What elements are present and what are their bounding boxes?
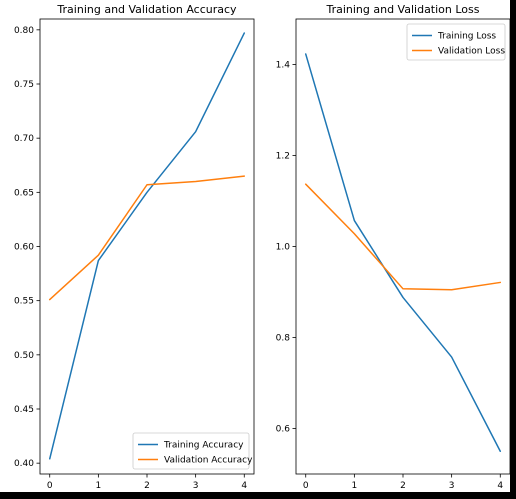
- y-tick-label-0-0: 0.40: [14, 459, 34, 469]
- series-line-1-0: [304, 53, 502, 452]
- x-tick-label-0-0: 0: [47, 481, 53, 491]
- chart-title-0: Training and Validation Accuracy: [56, 3, 237, 16]
- legend-label-1-0: Training Loss: [437, 32, 496, 42]
- x-tick-label-1-2: 2: [400, 481, 406, 491]
- figure: Training and Validation Accuracy 0 1 2 3 4 0.4…: [0, 0, 510, 492]
- y-tick-label-1-2: 1.0: [276, 243, 291, 253]
- x-tick-label-1-4: 4: [497, 481, 503, 491]
- y-tick-label-1-4: 1.4: [276, 61, 291, 71]
- x-tick-label-0-3: 3: [193, 481, 199, 491]
- y-tick-label-0-3: 0.55: [14, 297, 34, 307]
- y-tick-label-0-8: 0.80: [14, 26, 34, 36]
- x-tick-label-0-4: 4: [241, 481, 247, 491]
- legend-0: Training Accuracy Validation Accuracy: [132, 432, 253, 470]
- y-tick-label-0-1: 0.45: [14, 405, 34, 415]
- x-tick-label-1-3: 3: [449, 481, 455, 491]
- y-tick-label-0-4: 0.60: [14, 243, 34, 253]
- legend-label-0-1: Validation Accuracy: [164, 456, 253, 466]
- legend-box-0: [132, 432, 250, 470]
- y-tick-label-0-6: 0.70: [14, 134, 34, 144]
- y-tick-label-1-0: 0.6: [276, 425, 291, 435]
- y-tick-label-1-1: 0.8: [276, 334, 291, 344]
- subplot-1: Training and Validation Loss 0 1 2 3 4 0.6 0.8 1…: [276, 3, 510, 491]
- legend-1: Training Loss Validation Loss: [406, 23, 506, 61]
- series-line-1-1: [304, 183, 502, 291]
- y-tick-label-0-7: 0.75: [14, 80, 34, 90]
- x-tick-label-1-0: 0: [303, 481, 309, 491]
- legend-label-0-0: Training Accuracy: [163, 441, 244, 451]
- y-tick-label-0-2: 0.50: [14, 351, 34, 361]
- y-tick-label-0-5: 0.65: [14, 188, 34, 198]
- series-line-0-1: [48, 175, 246, 301]
- chart-title-1: Training and Validation Loss: [325, 3, 479, 16]
- x-tick-label-0-1: 1: [95, 481, 101, 491]
- legend-label-1-1: Validation Loss: [438, 47, 505, 57]
- axes-frame-0: [39, 18, 255, 475]
- series-line-0-0: [48, 32, 246, 460]
- x-tick-label-0-2: 2: [144, 481, 150, 491]
- subplot-0: Training and Validation Accuracy 0 1 2 3 4 0.4…: [14, 3, 255, 491]
- y-tick-label-1-3: 1.2: [276, 152, 290, 162]
- axes-frame-1: [295, 18, 510, 475]
- figure-canvas: Training and Validation Accuracy 0 1 2 3 4 0.4…: [14, 3, 510, 491]
- x-tick-label-1-1: 1: [351, 481, 357, 491]
